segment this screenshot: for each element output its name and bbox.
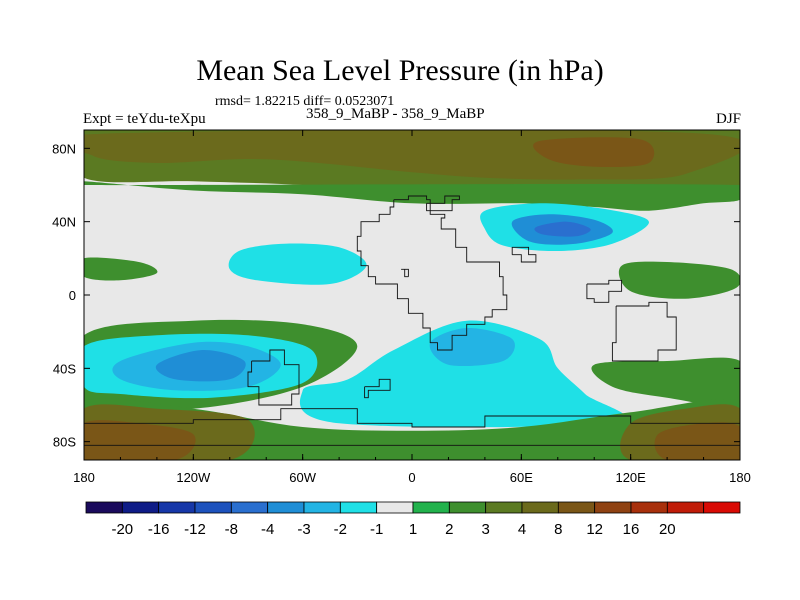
coastline bbox=[586, 279, 623, 303]
y-tick-label: 40N bbox=[52, 215, 76, 230]
colorbar-label: 2 bbox=[445, 521, 453, 538]
y-tick-label: 0 bbox=[69, 288, 76, 303]
colorbar-label: 1 bbox=[409, 521, 417, 538]
contour-region bbox=[654, 422, 740, 460]
x-tick-label: 60W bbox=[289, 470, 316, 485]
contour-region bbox=[299, 320, 627, 428]
colorbar-label: 3 bbox=[482, 521, 490, 538]
contour-region bbox=[429, 327, 515, 367]
y-axis: 80N 40N 0 40S 80S bbox=[52, 141, 740, 450]
contour-region bbox=[155, 349, 246, 382]
colorbar-swatch bbox=[412, 501, 450, 514]
x-tick-label: 0 bbox=[408, 470, 415, 485]
colorbar-label: 4 bbox=[518, 521, 526, 538]
y-tick-label: 80S bbox=[53, 435, 76, 450]
contour-region bbox=[84, 257, 158, 281]
coastline bbox=[426, 195, 460, 212]
colorbar-swatch bbox=[230, 501, 269, 514]
x-tick-label: 120E bbox=[615, 470, 646, 485]
colorbar-swatch bbox=[630, 501, 668, 514]
colorbar-label: -16 bbox=[148, 521, 170, 538]
colorbar-label: 16 bbox=[623, 521, 640, 538]
contour-region bbox=[228, 243, 367, 285]
colorbar-label: -20 bbox=[111, 521, 133, 538]
colorbar: -20 -16 -12 -8 -4 -3 -2 -1 1 2 3 4 8 12 16 20 bbox=[85, 501, 741, 538]
coastline bbox=[611, 301, 677, 362]
coastlines bbox=[84, 195, 740, 446]
colorbar-swatch bbox=[703, 501, 741, 514]
experiment-label: Expt = teYdu-teXpu bbox=[83, 111, 206, 127]
coastline bbox=[84, 408, 740, 446]
colorbar-swatch bbox=[85, 501, 123, 514]
contour-region bbox=[533, 137, 655, 168]
contour-region bbox=[534, 221, 591, 237]
x-axis: 180 120W 60W 0 60E 120E 180 bbox=[73, 130, 751, 485]
contour-region bbox=[84, 420, 196, 460]
colorbar-label: -2 bbox=[334, 521, 347, 538]
colorbar-swatch bbox=[376, 501, 414, 514]
colorbar-swatch bbox=[339, 501, 378, 514]
colorbar-label: -1 bbox=[370, 521, 383, 538]
colorbar-swatch bbox=[666, 501, 705, 514]
colorbar-swatch bbox=[521, 501, 559, 514]
y-tick-label: 40S bbox=[53, 361, 76, 376]
colorbar-swatch bbox=[121, 501, 160, 514]
colorbar-swatch bbox=[594, 501, 632, 514]
colorbar-swatch bbox=[303, 501, 341, 514]
x-tick-label: 180 bbox=[73, 470, 95, 485]
contour-region bbox=[591, 357, 740, 407]
colorbar-swatch bbox=[448, 501, 487, 514]
colorbar-swatch bbox=[194, 501, 232, 514]
colorbar-label: 20 bbox=[659, 521, 676, 538]
colorbar-label: -3 bbox=[297, 521, 310, 538]
colorbar-label: 12 bbox=[586, 521, 603, 538]
colorbar-swatch bbox=[158, 501, 196, 514]
stats-line: rmsd= 1.82215 diff= 0.0523071 bbox=[215, 94, 395, 109]
x-tick-label: 180 bbox=[729, 470, 751, 485]
contour-region bbox=[618, 261, 740, 299]
y-tick-label: 80N bbox=[52, 141, 76, 156]
colorbar-swatch bbox=[485, 501, 523, 514]
colorbar-swatch bbox=[557, 501, 596, 514]
x-tick-label: 120W bbox=[176, 470, 211, 485]
colorbar-label: -4 bbox=[261, 521, 274, 538]
coastline bbox=[401, 268, 409, 278]
colorbar-label: 8 bbox=[554, 521, 562, 538]
coastline bbox=[247, 349, 300, 406]
subtitle: 358_9_MaBP - 358_9_MaBP bbox=[306, 106, 485, 122]
season-label: DJF bbox=[715, 111, 741, 127]
chart-title: Mean Sea Level Pressure (in hPa) bbox=[196, 54, 604, 87]
colorbar-swatch bbox=[267, 501, 305, 514]
x-tick-label: 60E bbox=[510, 470, 533, 485]
colorbar-label: -12 bbox=[184, 521, 206, 538]
colorbar-label: -8 bbox=[225, 521, 238, 538]
coastline bbox=[356, 195, 508, 351]
coastline bbox=[511, 246, 537, 263]
coastline bbox=[364, 378, 391, 399]
